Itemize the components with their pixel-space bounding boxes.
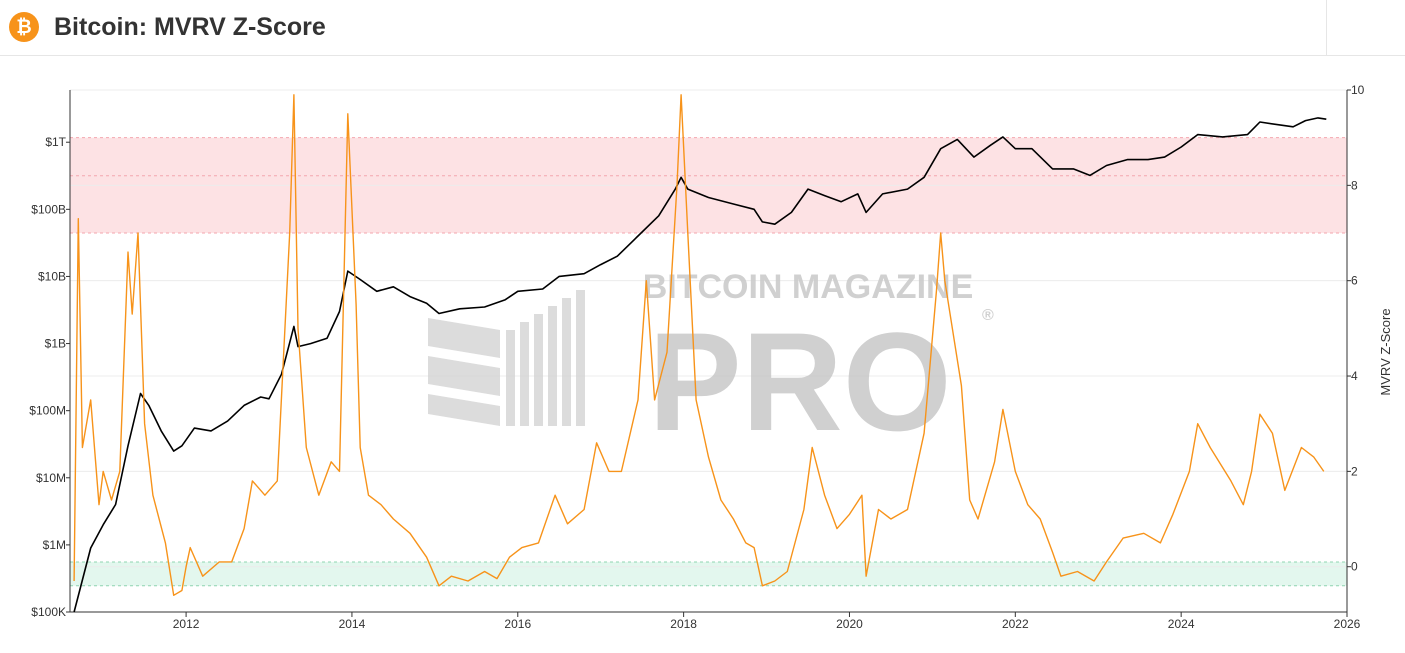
x-tick-label: 2012 <box>173 617 200 631</box>
pro-stripes-icon <box>428 290 585 426</box>
x-tick-label: 2020 <box>836 617 863 631</box>
left-tick-label: $1T <box>45 135 66 149</box>
right-tick-label: 4 <box>1351 369 1358 383</box>
right-axis-title: MVRV Z-Score <box>1378 308 1393 395</box>
right-tick-label: 8 <box>1351 178 1358 192</box>
left-tick-label: $1M <box>43 538 66 552</box>
right-tick-label: 2 <box>1351 464 1358 478</box>
header-divider <box>1326 0 1327 56</box>
x-tick-label: 2026 <box>1334 617 1361 631</box>
watermark-line2: PRO <box>648 303 951 460</box>
bottom-zone-band <box>70 561 1347 586</box>
page-title: Bitcoin: MVRV Z-Score <box>54 13 326 41</box>
right-tick-label: 0 <box>1351 560 1358 574</box>
mvrv-zscore-series-line <box>73 94 1325 596</box>
x-tick-label: 2024 <box>1168 617 1195 631</box>
watermark-registered: ® <box>982 307 994 324</box>
left-tick-label: $1B <box>45 337 66 351</box>
axes-layer <box>69 90 1348 613</box>
bitcoin-logo-icon: ₿ <box>9 12 39 42</box>
left-tick-label: $100B <box>31 202 66 216</box>
grid-layer <box>70 89 1347 568</box>
right-tick-label: 10 <box>1351 83 1365 97</box>
x-tick-label: 2018 <box>670 617 697 631</box>
chart-header: ₿ Bitcoin: MVRV Z-Score <box>0 0 1405 56</box>
ticks-layer: $100K $1M $10M $100M $1B $10B $100B $1T 0 2 4 6 8 10 2… <box>29 83 1364 631</box>
left-tick-label: $100K <box>31 605 66 619</box>
watermark-line1: BITCOIN MAGAZINE <box>643 268 974 306</box>
market-cap-series-line <box>73 117 1327 613</box>
x-tick-label: 2022 <box>1002 617 1029 631</box>
watermark: BITCOIN MAGAZINE PRO ® <box>428 268 994 460</box>
x-tick-label: 2014 <box>339 617 366 631</box>
series-layer <box>73 94 1327 613</box>
right-tick-label: 6 <box>1351 274 1358 288</box>
mvrv-zscore-chart: BITCOIN MAGAZINE PRO ® $100K $1M $10M $100M… <box>29 83 1393 631</box>
left-tick-label: $100M <box>29 404 66 418</box>
x-tick-label: 2016 <box>504 617 531 631</box>
left-tick-label: $10M <box>36 471 66 485</box>
left-tick-label: $10B <box>38 269 66 283</box>
